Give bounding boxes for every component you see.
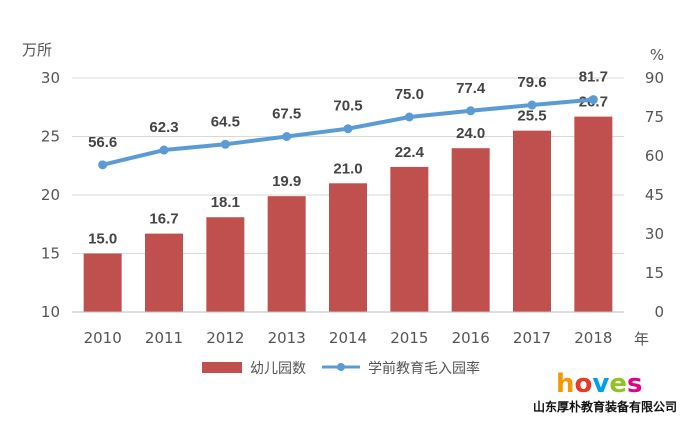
x-unit: 年 [634,330,649,348]
line-point [588,95,598,105]
bar-series [83,116,613,312]
logo-letters: hoves [556,369,642,399]
line-data-label: 64.5 [211,113,240,130]
bar-data-label: 18.1 [211,194,240,211]
y-right-tick-label: 60 [645,147,664,165]
company-name: 山东厚朴教育装备有限公司 [533,399,677,414]
watermark: hoves 山东厚朴教育装备有限公司 [533,369,677,414]
line-point [98,160,108,170]
bar-data-label: 21.0 [333,160,362,177]
bar [145,233,183,312]
y-left-tick-label: 15 [41,245,60,263]
line-series [98,95,598,170]
y-right-tick-label: 0 [654,303,664,321]
line-point [466,106,476,116]
y-right-tick-label: 75 [645,108,664,126]
line-data-label: 79.6 [517,74,546,91]
logo-letter-e: e [609,369,627,399]
y-right-unit: % [650,46,664,64]
logo-letter-o: o [575,369,593,399]
axes: 10 15 20 25 30 0 15 30 45 60 75 90 2010 2011 2012 2013 2… [41,69,664,347]
legend-line-label: 学前教育毛入园率 [368,360,480,377]
line-data-label: 67.5 [272,106,301,123]
x-tick-label: 2012 [206,329,244,347]
x-tick-label: 2013 [268,329,306,347]
logo-letter-v: v [592,369,609,399]
line-data-label: 62.3 [149,119,178,136]
x-tick-label: 2010 [84,329,122,347]
x-tick-label: 2011 [145,329,183,347]
line-point [220,139,230,149]
y-left-unit: 万所 [22,41,52,59]
hoves-logo: hoves [556,369,642,399]
line-data-label: 77.4 [456,80,486,97]
bar [329,183,367,312]
line-data-label: 81.7 [579,69,608,86]
bar-data-label: 15.0 [88,231,117,248]
y-right-tick-label: 15 [645,264,664,282]
line-data-labels: 56.6 62.3 64.5 67.5 70.5 75.0 77.4 79.6 81.7 [88,69,608,151]
bar [574,116,613,312]
legend-bar-swatch [202,362,242,373]
bar-data-label: 25.5 [517,108,546,125]
line-point [159,145,169,155]
bar-data-label: 19.9 [272,173,301,190]
bar [390,166,429,312]
bar-data-label: 16.7 [149,211,178,228]
x-tick-label: 2016 [452,329,490,347]
bar-data-label: 22.4 [395,144,425,161]
line-point [343,124,353,134]
line-data-label: 70.5 [333,98,362,115]
x-tick-label: 2017 [513,329,551,347]
bar-data-labels: 15.016.718.119.921.022.424.025.526.7 [88,94,608,248]
bar [83,253,122,312]
y-left-tick-label: 10 [41,303,60,321]
y-right-tick-label: 45 [645,186,664,204]
x-tick-label: 2014 [329,329,367,347]
logo-letter-h: h [556,369,575,399]
line-data-label: 56.6 [88,134,117,151]
line-point [404,112,414,122]
line-data-label: 75.0 [395,86,424,103]
legend-line-marker [337,363,345,371]
y-right-tick-label: 90 [645,69,664,87]
legend: 幼儿园数 学前教育毛入园率 [202,360,480,377]
bar-data-label: 24.0 [456,125,485,142]
bar [513,130,551,312]
bar [206,217,245,312]
logo-letter-s: s [627,369,642,399]
x-tick-label: 2018 [574,329,612,347]
y-left-tick-label: 30 [41,69,60,87]
line-point [282,132,292,141]
y-left-tick-label: 25 [41,128,60,146]
x-tick-label: 2015 [390,329,428,347]
legend-bar-label: 幼儿园数 [250,361,306,377]
y-left-tick-label: 20 [41,186,60,204]
bar [451,148,490,312]
y-right-tick-label: 30 [645,225,664,243]
line-point [527,100,537,110]
bar [267,196,306,312]
